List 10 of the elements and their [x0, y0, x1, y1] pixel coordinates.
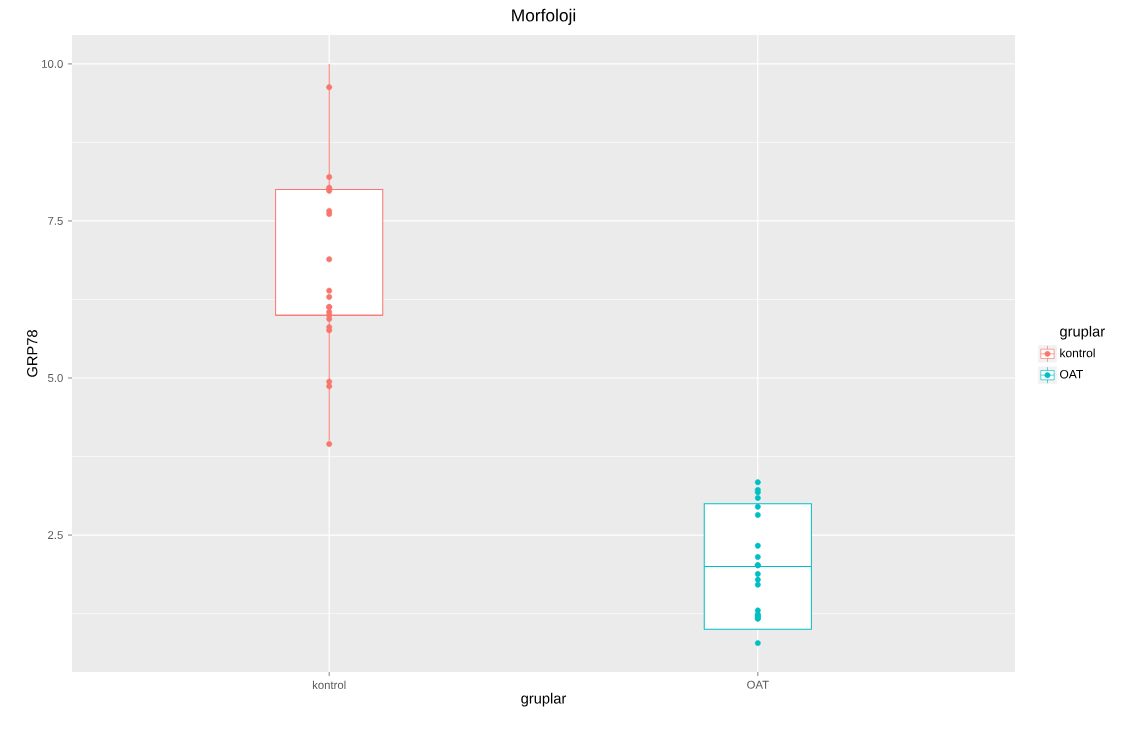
legend-title: gruplar	[1060, 325, 1105, 340]
legend-label: OAT	[1060, 369, 1083, 379]
chart-title: Morfoloji	[512, 8, 576, 25]
y-tick-label: 7.5	[48, 216, 63, 225]
legend-label: kontrol	[1060, 348, 1095, 358]
y-axis-title: GRP78	[27, 330, 38, 377]
y-tick-label: 10.0	[42, 59, 63, 68]
y-tick-label: 2.5	[48, 531, 63, 540]
y-tick-label: 5.0	[48, 374, 63, 383]
x-axis-title: gruplar	[521, 692, 567, 707]
